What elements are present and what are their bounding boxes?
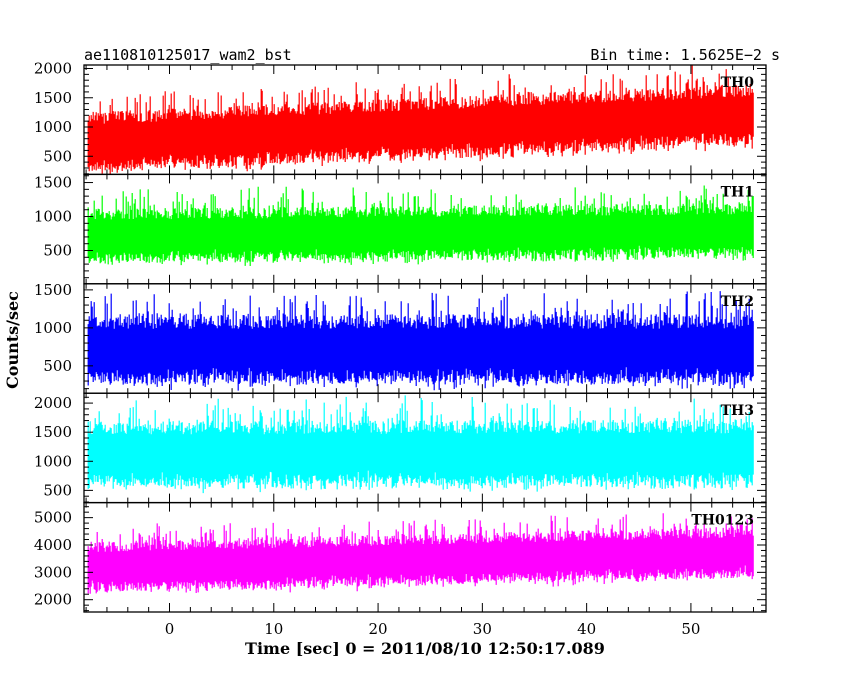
x-tick-label: 50 bbox=[681, 620, 700, 638]
y-tick-label: 1500 bbox=[34, 89, 72, 107]
series-th1 bbox=[87, 185, 754, 266]
x-tick-label: 40 bbox=[577, 620, 596, 638]
x-tick-label: 0 bbox=[165, 620, 175, 638]
series-th0123 bbox=[87, 513, 754, 594]
y-tick-label: 500 bbox=[43, 147, 72, 165]
panels-group: 500 1000 1500 2000 TH0 500 1000 1500 TH1 500 1000 1… bbox=[34, 60, 767, 613]
y-tick-label: 3000 bbox=[34, 563, 72, 581]
series-label-th3: TH3 bbox=[721, 403, 754, 419]
panel-frame bbox=[83, 501, 767, 613]
x-axis: 0 10 20 30 40 50 bbox=[165, 620, 701, 638]
x-tick-label: 10 bbox=[264, 620, 283, 638]
x-tick-label: 30 bbox=[473, 620, 492, 638]
panel-th3: 500 1000 1500 2000 TH3 bbox=[34, 392, 767, 504]
x-axis-title: Time [sec] 0 = 2011/08/10 12:50:17.089 bbox=[245, 639, 605, 658]
y-tick-label: 500 bbox=[43, 481, 72, 499]
y-axis-title: Counts/sec bbox=[3, 291, 22, 389]
observation-id-title: ae110810125017_wam2_bst bbox=[84, 46, 292, 64]
bin-time-title: Bin time: 1.5625E−2 s bbox=[590, 46, 780, 64]
series-label-th1: TH1 bbox=[721, 184, 754, 200]
panel-th0123: 2000 3000 4000 5000 TH0123 bbox=[34, 501, 767, 613]
series-th0 bbox=[87, 65, 754, 175]
series-th3 bbox=[87, 395, 754, 494]
y-tick-label: 1500 bbox=[34, 423, 72, 441]
y-tick-label: 2000 bbox=[34, 394, 72, 412]
x-tick-label: 20 bbox=[369, 620, 388, 638]
series-label-th2: TH2 bbox=[721, 294, 754, 310]
y-tick-label: 5000 bbox=[34, 509, 72, 527]
y-tick-label: 500 bbox=[43, 242, 72, 260]
y-tick-label: 1000 bbox=[34, 208, 72, 226]
y-tick-label: 1000 bbox=[34, 319, 72, 337]
y-tick-label: 1000 bbox=[34, 118, 72, 136]
panel-th2: 500 1000 1500 TH2 bbox=[34, 281, 767, 394]
panel-th0: 500 1000 1500 2000 TH0 bbox=[34, 60, 767, 176]
y-tick-label: 4000 bbox=[34, 536, 72, 554]
series-th2 bbox=[87, 291, 754, 391]
y-tick-label: 1000 bbox=[34, 452, 72, 470]
y-tick-label: 1500 bbox=[34, 174, 72, 192]
y-tick-label: 2000 bbox=[34, 60, 72, 78]
y-tick-label: 1500 bbox=[34, 281, 72, 299]
series-label-th0: TH0 bbox=[721, 75, 755, 91]
panel-th1: 500 1000 1500 TH1 bbox=[34, 174, 767, 285]
y-tick-label: 500 bbox=[43, 357, 72, 375]
y-tick-label: 2000 bbox=[34, 591, 72, 609]
series-label-th0123: TH0123 bbox=[691, 513, 754, 529]
